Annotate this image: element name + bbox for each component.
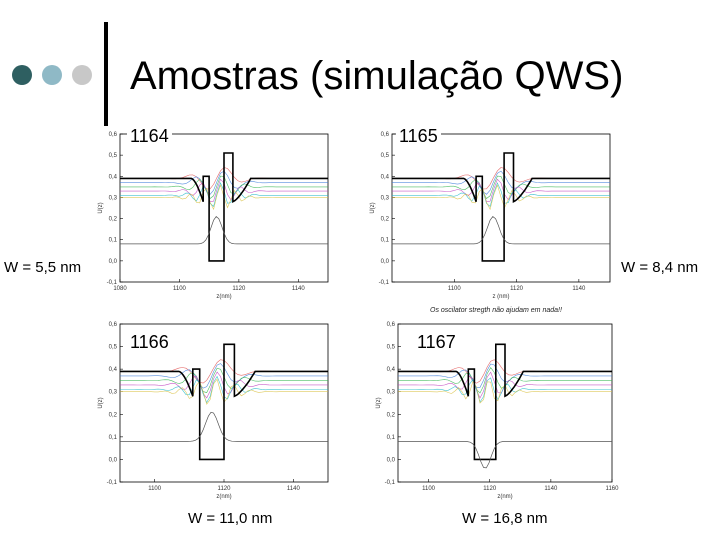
potential-profile [120,343,328,461]
width-label-1165: W = 8,4 nm [621,259,699,276]
ground-state-curve [398,441,612,469]
x-tick-label: 1100 [148,486,162,492]
x-tick-label: 1100 [422,486,436,492]
potential-profile [398,343,612,461]
y-tick-label: 0,2 [381,217,390,223]
y-tick-label: 0,6 [387,322,396,328]
x-tick-label: 1140 [287,486,301,492]
wavefunction-curve [392,184,610,211]
y-tick-label: 0,1 [381,238,390,244]
y-tick-label: -0,1 [379,280,390,286]
y-tick-label: 0,0 [109,259,118,265]
x-tick-label: 1120 [218,486,232,492]
y-tick-label: 0,1 [109,238,118,244]
x-tick-label: 1140 [292,286,306,292]
y-tick-label: 0,3 [387,390,396,396]
y-tick-label: 0,5 [387,345,396,351]
x-tick-label: 1120 [510,286,524,292]
y-tick-label: 0,6 [381,132,390,138]
x-tick-label: 1160 [606,486,620,492]
y-tick-label: 0,5 [109,153,118,159]
plot-label-1164: 1164 [127,126,172,146]
y-axis-label: U(z) [370,202,376,213]
plot-frame [391,133,611,283]
plot-frame [397,323,613,483]
x-tick-label: 1120 [232,286,246,292]
y-tick-label: 0,0 [387,457,396,463]
slide-title: Amostras (simulação QWS) [130,54,624,98]
x-tick-label: 1120 [483,486,497,492]
y-tick-label: 0,5 [381,153,390,159]
title-divider [104,22,108,126]
width-label-1167: W = 16,8 nm [462,510,548,527]
plot-svg-2: 0,6 0,5 0,4 0,3 0,2 0,1 0,0 -0,1 1100 1120 1140 z(n… [98,322,329,500]
plot-label-1166: 1166 [127,332,172,352]
y-tick-label: 0,6 [109,322,118,328]
ground-state-curve [120,215,328,245]
y-tick-label: -0,1 [385,480,396,486]
x-tick-label: 1140 [544,486,558,492]
y-tick-label: 0,3 [109,195,118,201]
y-tick-label: 0,2 [109,217,118,223]
y-tick-label: 0,0 [381,259,390,265]
y-tick-label: 0,0 [109,457,118,463]
width-label-1166: W = 11,0 nm [188,510,273,527]
y-tick-label: -0,1 [107,280,118,286]
y-axis-label: U(z) [98,202,104,213]
width-label-1164: W = 5,5 nm [4,259,82,276]
x-tick-label: 1100 [448,286,462,292]
plot-label-1167: 1167 [414,332,459,352]
y-tick-label: 0,3 [109,390,118,396]
x-tick-label: 1140 [572,286,586,292]
y-tick-label: 0,3 [381,195,390,201]
x-axis-label: z (nm) [493,294,510,300]
plot-svg-1: 0,6 0,5 0,4 0,3 0,2 0,1 0,0 -0,1 1100 1120 1140 z (… [370,132,611,300]
y-tick-label: 0,1 [387,435,396,441]
plot-frame [119,133,329,283]
x-tick-label: 1100 [173,286,187,292]
y-tick-label: 0,4 [109,367,118,373]
wavefunction-curve [392,170,610,195]
bullet-dot-gray [72,65,92,85]
y-tick-label: 0,4 [109,174,118,180]
wavefunction-curve [392,178,610,202]
plot-1166: 0,6 0,5 0,4 0,3 0,2 0,1 0,0 -0,1 1100 1120 1140 z(n… [94,318,334,504]
potential-profile [120,152,328,262]
plot-1167: 0,6 0,5 0,4 0,3 0,2 0,1 0,0 -0,1 1100 1120 1140 116… [372,318,620,504]
y-tick-label: 0,2 [109,412,118,418]
y-tick-label: 0,4 [381,174,390,180]
y-tick-label: 0,5 [109,345,118,351]
y-tick-label: 0,1 [109,435,118,441]
bullet-dot-light [42,65,62,85]
x-axis-label: z(nm) [216,494,231,500]
y-tick-label: 0,2 [387,412,396,418]
wavefunction-curve [392,182,610,207]
bullet-dot-dark [12,65,32,85]
ground-state-curve [392,216,610,245]
plot-label-1165: 1165 [396,126,441,146]
plot-1165: 0,6 0,5 0,4 0,3 0,2 0,1 0,0 -0,1 1100 1120 1140 z (… [366,128,616,304]
y-axis-label: U(z) [98,397,104,408]
x-axis-label: z(nm) [216,294,231,300]
plot-svg-3: 0,6 0,5 0,4 0,3 0,2 0,1 0,0 -0,1 1100 1120 1140 116… [376,322,620,500]
y-tick-label: 0,4 [387,367,396,373]
y-tick-label: -0,1 [107,480,118,486]
x-tick-label: 1080 [113,286,127,292]
wavefunction-curve [392,175,610,199]
y-tick-label: 0,6 [109,132,118,138]
plot-1164: 0,6 0,5 0,4 0,3 0,2 0,1 0,0 -0,1 1080 1100 1120 114… [94,128,334,304]
potential-profile [392,152,610,262]
ground-state-curve [120,411,328,442]
x-axis-label: z(nm) [497,494,512,500]
annotation-note: Os oscilator stregth não ajudam em nada!… [430,307,562,314]
y-axis-label: U(z) [376,397,382,408]
